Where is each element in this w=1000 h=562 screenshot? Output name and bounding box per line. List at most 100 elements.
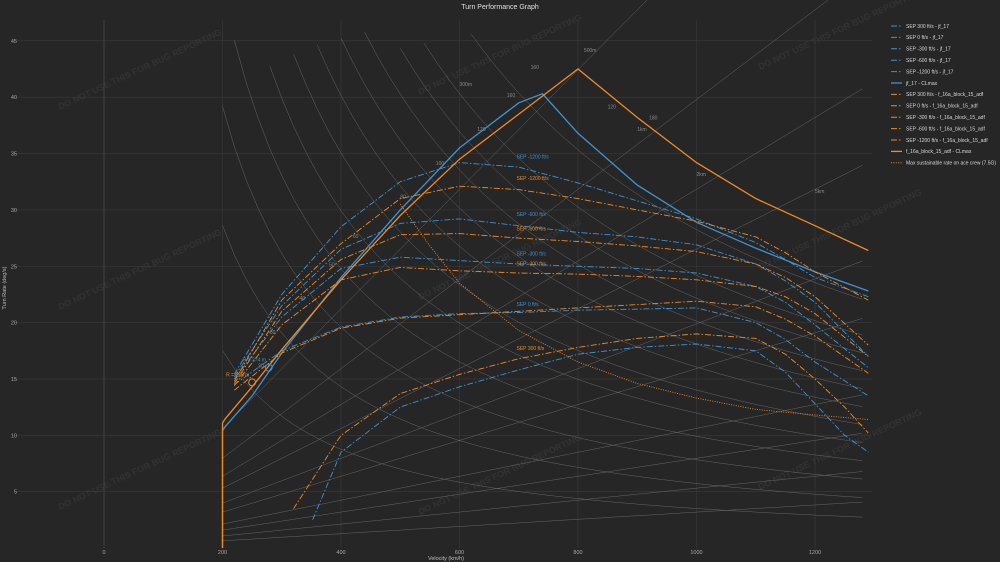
- gload-guide-label: 30: [270, 330, 276, 336]
- gload-guide-label: 160: [531, 65, 540, 71]
- gload-guide-label: 120: [608, 104, 617, 110]
- watermark-text: DO NOT USE THIS FOR BUG REPORTING: [757, 407, 923, 492]
- series-line-1: [234, 307, 869, 397]
- gload-guide-line: [340, 38, 863, 389]
- y-tick-label: 45: [11, 39, 17, 45]
- series-annotation: R = 258 m: [226, 372, 249, 378]
- gload-guide-line: [317, 45, 863, 407]
- radius-guide-line: [222, 501, 863, 542]
- series-annotations: R = 258 m R = 274 m SEP -1200 ft/s SEP -120…: [226, 154, 549, 378]
- x-tick-label: 0: [102, 550, 105, 556]
- legend-entry: SEP -1200 ft/s - f_16a_block_15_adf: [906, 138, 988, 144]
- y-tick-label: 15: [11, 377, 17, 383]
- series-line-8: [233, 266, 869, 386]
- x-tick-label: 400: [336, 550, 345, 556]
- series-annotation: SEP -300 ft/s: [517, 251, 547, 257]
- gload-guide-line: [364, 32, 863, 371]
- y-tick-label: 35: [11, 152, 17, 158]
- radius-guide-line: [222, 0, 829, 459]
- legend-entry: SEP -1200 ft/s - jf_17: [906, 69, 954, 75]
- legend-entry: SEP -300 ft/s - jf_17: [906, 47, 951, 53]
- gload-guide-line: [293, 54, 863, 425]
- y-tick-label: 20: [11, 321, 17, 327]
- y-tick-label: 40: [11, 95, 17, 101]
- radius-guide-line: [222, 165, 863, 489]
- gload-guide-line: [222, 106, 863, 480]
- watermark-layer: DO NOT USE THIS FOR BUG REPORTING DO NOT …: [57, 0, 923, 517]
- radius-gload-guides: 5km2km1km500m300m16016012010080605040302…: [222, 0, 863, 542]
- series-annotation: SEP -1200 ft/s: [517, 154, 550, 160]
- radius-guide-line: [222, 260, 863, 504]
- legend-entry: SEP -300 ft/s - f_16a_block_15_adf: [906, 115, 985, 121]
- x-tick-label: 200: [218, 550, 227, 556]
- radius-guide-label: 2km: [697, 172, 706, 178]
- radius-marker: [248, 378, 257, 387]
- legend-entry: SEP 0 ft/s - f_16a_block_15_adf: [906, 104, 978, 110]
- radius-guide-line: [222, 471, 863, 537]
- gload-guide-line: [222, 225, 863, 498]
- legend-entry: SEP -600 ft/s - jf_17: [906, 58, 951, 64]
- tick-labels: 0 200 400 600 800 1000 1200 5 10 15 20 25 30 35 40 45: [11, 39, 821, 556]
- series-annotation: SEP 300 ft/s: [517, 346, 545, 352]
- y-tick-label: 30: [11, 208, 17, 214]
- x-axis-label: Velocity (km/h): [428, 556, 464, 562]
- series-line-11: [221, 68, 869, 548]
- radius-guide-line: [222, 432, 863, 531]
- x-tick-label: 600: [455, 550, 464, 556]
- watermark-text: DO NOT USE THIS FOR BUG REPORTING: [57, 27, 223, 112]
- x-tick-label: 1000: [690, 550, 702, 556]
- gload-guide-label: 50: [329, 262, 335, 268]
- watermark-text: DO NOT USE THIS FOR BUG REPORTING: [57, 227, 223, 312]
- series-line-2: [233, 256, 869, 380]
- y-tick-label: 5: [14, 490, 17, 496]
- watermark-text: DO NOT USE THIS FOR BUG REPORTING: [57, 427, 223, 512]
- legend-entry: f_16a_block_15_adf - CLmax: [906, 149, 972, 155]
- radius-guide-label: 1km: [637, 127, 646, 133]
- radius-guide-label: 300m: [460, 82, 473, 88]
- gload-guide-line: [471, 34, 863, 300]
- radius-guide-line: [222, 88, 863, 477]
- series-annotation: SEP -600 ft/s: [517, 227, 547, 233]
- gload-guide-label: 40: [300, 296, 306, 302]
- gload-guide-line: [222, 350, 863, 518]
- y-tick-label: 10: [11, 433, 17, 439]
- series-annotation: R = 274 m: [243, 358, 266, 364]
- watermark-text: DO NOT USE THIS FOR BUG REPORTING: [417, 432, 583, 517]
- series-line-7: [234, 300, 869, 391]
- legend-entry: SEP 300 ft/s - jf_17: [906, 24, 949, 30]
- chart-title: Turn Performance Graph: [461, 4, 539, 11]
- gload-guide-label: 180: [649, 116, 658, 122]
- radius-guide-line: [222, 394, 863, 525]
- x-tick-label: 800: [573, 550, 582, 556]
- radius-guide-line: [222, 0, 648, 429]
- gload-guide-line: [400, 48, 863, 354]
- legend-entry: Max sustainable rate on ace crew (7.5G): [906, 161, 996, 167]
- gload-guide-label: 120: [477, 127, 486, 133]
- series-annotation: SEP -300 ft/s: [517, 262, 547, 268]
- x-tick-label: 1200: [809, 550, 821, 556]
- gload-guide-label: 20: [258, 364, 264, 370]
- radius-guide-label: 5km: [815, 189, 824, 195]
- radius-guide-label: 500m: [584, 48, 597, 54]
- legend-entry: SEP 300 ft/s - f_16a_block_15_adf: [906, 92, 984, 98]
- series-line-3: [233, 218, 869, 377]
- gload-guide-line: [423, 42, 863, 336]
- legend: SEP 300 ft/s - jf_17 SEP 0 ft/s - jf_17 SE…: [891, 24, 996, 167]
- series-line-5: [221, 93, 869, 548]
- gload-guide-line: [234, 40, 863, 461]
- y-axis-label: Turn Rate (deg/s): [2, 266, 8, 309]
- gload-guide-label: 160: [507, 93, 516, 99]
- series-annotation: SEP -600 ft/s: [517, 212, 547, 218]
- radius-marker: [264, 363, 273, 372]
- y-tick-label: 25: [11, 264, 17, 270]
- legend-entry: jf_17 - CLmax: [905, 81, 938, 87]
- series-line-0: [312, 343, 869, 520]
- legend-entry: SEP 0 ft/s - jf_17: [906, 35, 944, 41]
- series-line-12: [399, 204, 869, 420]
- gload-guide-label: 60: [353, 234, 359, 240]
- watermark-text: DO NOT USE THIS FOR BUG REPORTING: [757, 0, 923, 72]
- series-line-4: [233, 162, 869, 375]
- legend-entry: SEP -600 ft/s - f_16a_block_15_adf: [906, 126, 985, 132]
- gload-guide-label: 100: [436, 161, 445, 167]
